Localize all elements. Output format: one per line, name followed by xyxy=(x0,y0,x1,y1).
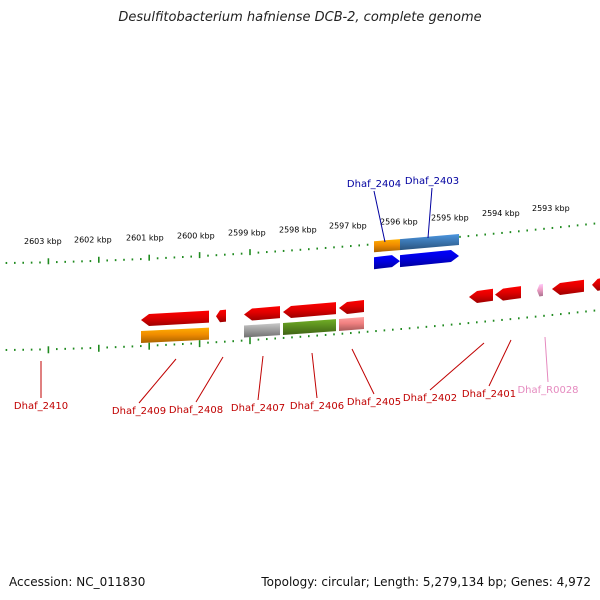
scale-label: 2600 kbp xyxy=(177,231,215,240)
gene-label-dhaf_2407-leader xyxy=(257,355,264,401)
cds-arrow-dhaf_2409 xyxy=(141,310,209,327)
gene-label-dhaf_2407: Dhaf_2407 xyxy=(231,403,285,414)
gene-label-dhaf_2404-leader xyxy=(373,190,386,243)
gene-label-dhaf_2401-leader xyxy=(488,339,512,387)
gene-label-dhaf_r0028-leader xyxy=(544,336,549,383)
gene-label-dhaf_2403: Dhaf_2403 xyxy=(405,176,459,187)
scale-label: 2597 kbp xyxy=(329,222,367,231)
cog-block-dhaf_2403 xyxy=(400,233,459,251)
scale-label: 2596 kbp xyxy=(380,218,418,227)
cds-arrow-dhaf_2401 xyxy=(495,286,521,301)
gene-label-dhaf_2410: Dhaf_2410 xyxy=(14,401,68,412)
genome-title: Desulfitobacterium hafniense DCB-2, comp… xyxy=(118,10,482,25)
cds-arrow-dhaf_2403 xyxy=(400,249,459,268)
cog-block-dhaf_2406 xyxy=(283,319,336,335)
gene-label-dhaf_r0028: Dhaf_R0028 xyxy=(517,385,578,396)
scale-label: 2601 kbp xyxy=(126,234,164,243)
scale-label: 2602 kbp xyxy=(74,236,112,245)
gene-label-dhaf_2401: Dhaf_2401 xyxy=(462,389,516,400)
gene-label-dhaf_2408-leader xyxy=(195,356,224,403)
gene-label-dhaf_2403-leader xyxy=(427,187,433,239)
gene-label-dhaf_2409: Dhaf_2409 xyxy=(112,406,166,417)
cog-block-dhaf_2407 xyxy=(244,323,280,338)
cds-arrow-dhaf_2402 xyxy=(469,288,493,304)
cog-block-dhaf_2404 xyxy=(374,239,400,253)
gene-label-dhaf_2408: Dhaf_2408 xyxy=(169,405,223,416)
scale-label: 2598 kbp xyxy=(279,225,317,234)
cds-arrow-dhaf_r0028 xyxy=(537,283,543,297)
cds-arrow-dhaf_2405 xyxy=(339,300,364,314)
gene-label-dhaf_2406: Dhaf_2406 xyxy=(290,401,344,412)
gene-label-dhaf_2402-leader xyxy=(429,342,485,391)
accession-text: Accession: NC_011830 xyxy=(9,575,146,589)
scale-label: 2603 kbp xyxy=(24,237,62,246)
gene-label-dhaf_2406-leader xyxy=(311,352,318,399)
cog-block-dhaf_2409 xyxy=(141,327,209,344)
scale-label: 2594 kbp xyxy=(482,209,520,218)
gene-label-dhaf_2405-leader xyxy=(351,348,375,395)
scale-label: 2595 kbp xyxy=(431,213,469,222)
scale-label: 2593 kbp xyxy=(532,204,570,213)
cds-arrow-unlabeled xyxy=(592,278,600,291)
gene-label-dhaf_2404: Dhaf_2404 xyxy=(347,179,401,190)
cds-arrow-unlabeled xyxy=(552,279,584,295)
cds-arrow-dhaf_2407 xyxy=(244,306,280,321)
gene-label-dhaf_2409-leader xyxy=(138,358,177,404)
gene-label-dhaf_2405: Dhaf_2405 xyxy=(347,397,401,408)
scale-label: 2599 kbp xyxy=(228,228,266,237)
cds-arrow-dhaf_2408 xyxy=(216,309,226,323)
gene-label-dhaf_2402: Dhaf_2402 xyxy=(403,393,457,404)
genome-summary-text: Topology: circular; Length: 5,279,134 bp… xyxy=(261,575,591,589)
cds-arrow-dhaf_2404 xyxy=(374,255,400,270)
cog-block-dhaf_2405 xyxy=(339,317,364,331)
cds-arrow-dhaf_2406 xyxy=(283,302,336,318)
